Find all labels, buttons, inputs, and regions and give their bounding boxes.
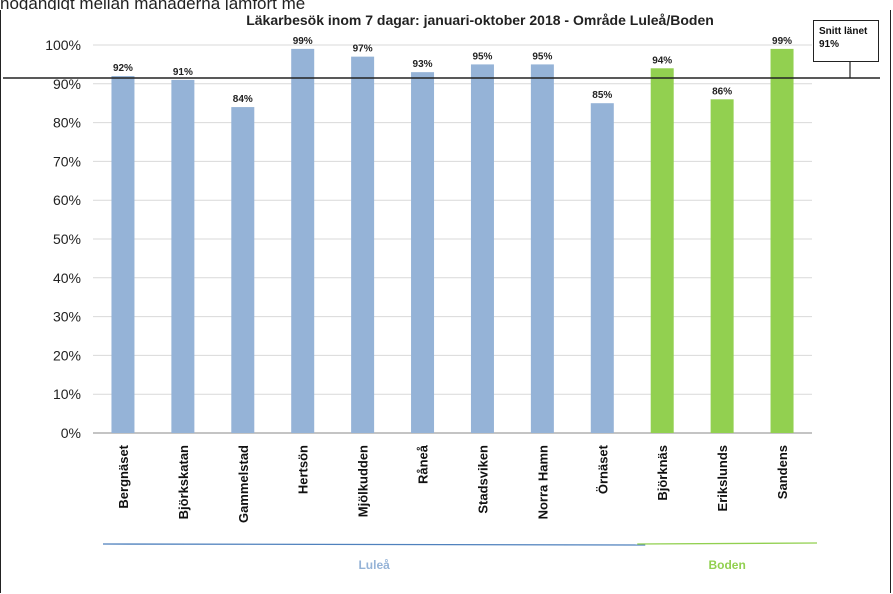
data-label: 84% bbox=[233, 94, 253, 105]
category-label: Gammelstad bbox=[236, 445, 251, 523]
data-label: 93% bbox=[413, 59, 433, 70]
bar bbox=[590, 103, 614, 433]
group-brackets: Luleå Boden bbox=[102, 542, 818, 572]
gridlines bbox=[93, 44, 812, 434]
bar bbox=[171, 79, 195, 434]
y-tick-label: 90% bbox=[53, 76, 81, 92]
group-bracket bbox=[102, 543, 646, 546]
reference-line-value: 91% bbox=[819, 39, 840, 50]
category-label: Björkskatan bbox=[176, 445, 191, 519]
bar bbox=[710, 99, 734, 433]
data-label: 85% bbox=[592, 90, 612, 101]
y-tick-label: 20% bbox=[53, 347, 81, 363]
data-label: 95% bbox=[532, 51, 552, 62]
bar bbox=[291, 48, 315, 433]
cropped-heading-text: nögängigt mellan månaderna jämfört me bbox=[0, 0, 306, 10]
y-axis-ticks: 0% 10% 20% 30% 40% 50% 60% 70% 80% 90% 100% bbox=[45, 37, 81, 441]
data-label: 94% bbox=[652, 55, 672, 66]
reference-line bbox=[3, 62, 880, 79]
y-tick-label: 70% bbox=[53, 153, 81, 169]
bars bbox=[111, 48, 794, 434]
y-tick-label: 10% bbox=[53, 386, 81, 402]
category-label: Björknäs bbox=[655, 445, 670, 501]
category-label: Stadsviken bbox=[475, 445, 490, 514]
bar bbox=[770, 48, 794, 433]
bar bbox=[470, 64, 494, 434]
bar bbox=[351, 56, 375, 433]
chart-frame bbox=[0, 10, 891, 593]
category-label: Mjölkudden bbox=[356, 445, 371, 517]
data-label: 99% bbox=[293, 36, 313, 47]
y-tick-label: 40% bbox=[53, 270, 81, 286]
y-tick-label: 60% bbox=[53, 192, 81, 208]
category-label: Erikslunds bbox=[715, 445, 730, 511]
reference-line-label: Snitt länet bbox=[819, 26, 868, 37]
category-label: Sandens bbox=[775, 445, 790, 499]
category-labels: Bergnäset Björkskatan Gammelstad Hertsön Mjö… bbox=[116, 444, 790, 523]
category-label: Bergnäset bbox=[116, 444, 131, 508]
y-tick-label: 80% bbox=[53, 115, 81, 131]
bar bbox=[530, 64, 554, 434]
group-label: Luleå bbox=[358, 558, 390, 572]
chart-title: Läkarbesök inom 7 dagar: januari-oktober… bbox=[246, 12, 714, 28]
data-label: 99% bbox=[772, 36, 792, 47]
group-bracket bbox=[637, 542, 818, 545]
category-label: Norra Hamn bbox=[535, 445, 550, 519]
bar bbox=[411, 72, 435, 433]
data-label: 95% bbox=[472, 51, 492, 62]
y-tick-label: 30% bbox=[53, 309, 81, 325]
bar bbox=[231, 107, 255, 433]
data-label: 97% bbox=[353, 44, 373, 55]
bar bbox=[650, 68, 674, 433]
y-tick-label: 100% bbox=[45, 37, 81, 53]
y-tick-label: 50% bbox=[53, 231, 81, 247]
reference-line-label-box: Snitt länet 91% bbox=[813, 20, 879, 62]
data-labels: 92% 91% 84% 99% 97% 93% 95% 95% 85% 94% 86% 99% bbox=[113, 36, 792, 105]
category-label: Råneå bbox=[416, 444, 431, 484]
data-label: 86% bbox=[712, 86, 732, 97]
data-label: 92% bbox=[113, 63, 133, 74]
category-label: Hertsön bbox=[296, 445, 311, 494]
data-label: 91% bbox=[173, 67, 193, 78]
category-label: Örnäset bbox=[595, 444, 610, 494]
group-label: Boden bbox=[708, 558, 745, 572]
y-tick-label: 0% bbox=[61, 425, 81, 441]
bar bbox=[111, 76, 135, 433]
